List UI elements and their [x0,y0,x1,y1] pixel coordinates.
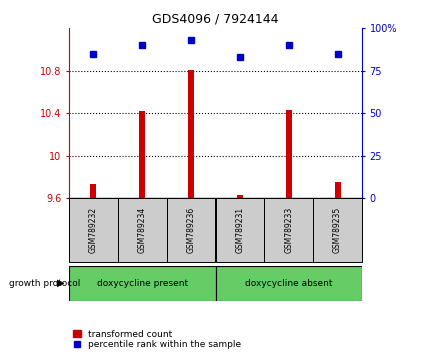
Bar [215,198,264,262]
Bar [237,195,242,198]
Bar [285,110,291,198]
Bar [139,111,145,198]
Bar [69,266,215,301]
Text: GSM789233: GSM789233 [284,207,292,253]
Text: GSM789232: GSM789232 [89,207,98,253]
Legend: transformed count, percentile rank within the sample: transformed count, percentile rank withi… [73,330,240,349]
Text: growth protocol: growth protocol [9,279,80,288]
Bar [188,70,194,198]
Bar [264,198,313,262]
Text: GSM789236: GSM789236 [186,207,195,253]
Bar [69,198,117,262]
Text: GSM789235: GSM789235 [332,207,341,253]
Title: GDS4096 / 7924144: GDS4096 / 7924144 [152,13,278,26]
Bar [166,198,215,262]
Text: doxycycline absent: doxycycline absent [244,279,332,288]
Text: ▶: ▶ [56,278,64,288]
Bar [334,182,340,198]
Text: GSM789234: GSM789234 [138,207,146,253]
Bar [117,198,166,262]
Text: GSM789231: GSM789231 [235,207,244,253]
Bar [90,184,96,198]
Text: doxycycline present: doxycycline present [96,279,187,288]
Bar [215,266,361,301]
Bar [313,198,361,262]
